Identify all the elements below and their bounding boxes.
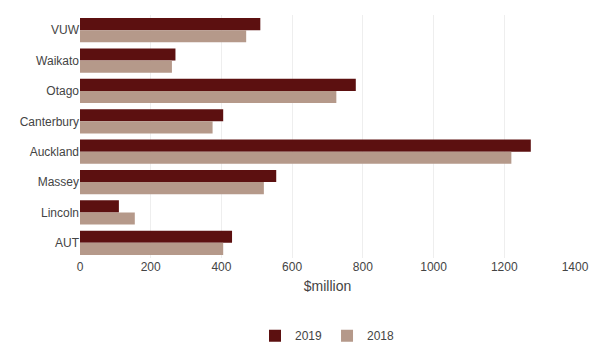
svg-text:2019: 2019 xyxy=(295,329,322,343)
svg-text:200: 200 xyxy=(141,260,161,274)
svg-text:600: 600 xyxy=(282,260,302,274)
svg-text:Massey: Massey xyxy=(38,175,79,189)
svg-text:400: 400 xyxy=(211,260,231,274)
svg-text:Waikato: Waikato xyxy=(36,54,79,68)
svg-text:VUW: VUW xyxy=(51,23,80,37)
svg-text:AUT: AUT xyxy=(55,236,80,250)
svg-text:Otago: Otago xyxy=(46,84,79,98)
svg-text:Canterbury: Canterbury xyxy=(20,115,79,129)
svg-text:$million: $million xyxy=(304,278,351,294)
svg-text:1400: 1400 xyxy=(562,260,589,274)
svg-text:1000: 1000 xyxy=(420,260,447,274)
svg-text:Lincoln: Lincoln xyxy=(41,206,79,220)
svg-text:800: 800 xyxy=(353,260,373,274)
svg-text:Auckland: Auckland xyxy=(30,145,79,159)
svg-text:2018: 2018 xyxy=(367,329,394,343)
svg-text:0: 0 xyxy=(77,260,84,274)
svg-text:1200: 1200 xyxy=(491,260,518,274)
